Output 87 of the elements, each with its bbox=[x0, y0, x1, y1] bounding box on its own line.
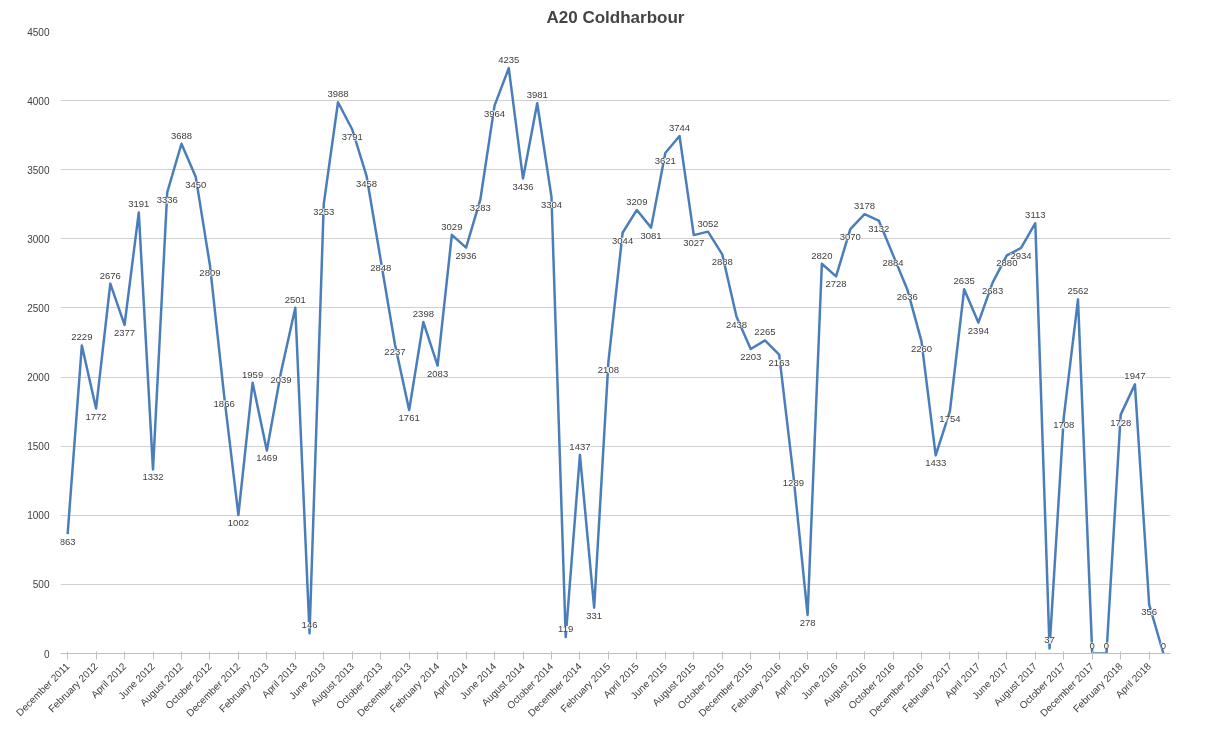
data-label: 2229 bbox=[71, 331, 93, 343]
data-label: 2848 bbox=[370, 261, 392, 273]
data-label: 2438 bbox=[725, 318, 748, 330]
data-label: 2083 bbox=[427, 367, 449, 379]
data-label: 1761 bbox=[398, 412, 420, 424]
data-label: 278 bbox=[799, 617, 816, 629]
data-label: 2265 bbox=[754, 326, 776, 338]
data-label: 3450 bbox=[185, 178, 207, 190]
data-label: 3132 bbox=[868, 222, 890, 234]
y-tick-label: 1000 bbox=[27, 510, 50, 522]
data-label: 2728 bbox=[825, 278, 847, 290]
data-label: 356 bbox=[1141, 606, 1158, 618]
data-label: 1959 bbox=[242, 368, 264, 380]
data-label: 863 bbox=[59, 536, 76, 548]
data-label: 3791 bbox=[341, 131, 363, 143]
data-label: 331 bbox=[586, 609, 603, 621]
data-label: 2501 bbox=[284, 293, 306, 305]
data-label: 2203 bbox=[740, 351, 762, 362]
data-label: 3178 bbox=[853, 200, 876, 212]
data-label: 1947 bbox=[1124, 370, 1146, 382]
chart-title: A20 Coldharbour bbox=[546, 7, 685, 27]
data-label: 3304 bbox=[540, 198, 563, 210]
y-tick-label: 3000 bbox=[27, 233, 50, 245]
data-label: 2108 bbox=[597, 364, 619, 376]
data-label: 3027 bbox=[683, 237, 705, 249]
data-label: 2237 bbox=[384, 346, 406, 358]
y-tick-label: 0 bbox=[43, 648, 50, 660]
data-label: 3191 bbox=[128, 198, 150, 210]
data-label: 3044 bbox=[612, 234, 634, 246]
data-label: 0 bbox=[1160, 639, 1167, 651]
data-label: 1469 bbox=[256, 452, 278, 464]
data-label: 2562 bbox=[1067, 285, 1089, 297]
data-label: 3029 bbox=[441, 220, 463, 232]
data-label: 3113 bbox=[1025, 209, 1046, 221]
data-label: 3283 bbox=[469, 201, 491, 213]
data-label: 1002 bbox=[227, 517, 249, 528]
data-label: 2039 bbox=[270, 373, 292, 385]
y-tick-label: 4500 bbox=[27, 26, 50, 38]
data-label: 2260 bbox=[910, 343, 933, 355]
y-tick-label: 2000 bbox=[27, 372, 50, 384]
data-label: 3621 bbox=[654, 155, 676, 166]
data-label: 1866 bbox=[213, 397, 235, 409]
data-label: 2398 bbox=[412, 308, 434, 320]
data-label: 37 bbox=[1044, 634, 1055, 646]
data-label: 146 bbox=[301, 619, 318, 631]
data-label: 1754 bbox=[939, 413, 961, 425]
data-label: 2163 bbox=[768, 356, 790, 368]
data-label: 1708 bbox=[1053, 419, 1075, 431]
data-label: 3981 bbox=[526, 89, 548, 101]
data-label: 3052 bbox=[697, 217, 719, 229]
data-label: 0 bbox=[1089, 639, 1095, 651]
data-label: 2377 bbox=[113, 326, 136, 338]
data-label: 3253 bbox=[313, 205, 335, 217]
data-label: 1289 bbox=[782, 477, 804, 489]
data-label: 2809 bbox=[199, 267, 221, 279]
y-tick-label: 2500 bbox=[27, 302, 50, 314]
data-label: 3081 bbox=[640, 229, 662, 241]
y-tick-label: 1500 bbox=[27, 441, 50, 453]
data-label: 3209 bbox=[626, 195, 648, 207]
y-tick-label: 500 bbox=[32, 579, 50, 591]
data-label: 1728 bbox=[1110, 416, 1132, 428]
data-label: 2888 bbox=[711, 256, 733, 268]
data-label: 2820 bbox=[811, 249, 833, 261]
data-label: 3070 bbox=[839, 231, 861, 243]
data-label: 2936 bbox=[455, 249, 477, 261]
data-label: 3336 bbox=[156, 194, 178, 206]
data-label: 2636 bbox=[896, 291, 918, 303]
data-label: 3744 bbox=[668, 122, 691, 133]
y-tick-label: 3500 bbox=[27, 164, 50, 176]
data-label: 3688 bbox=[170, 129, 193, 141]
data-label: 2676 bbox=[99, 269, 121, 281]
data-label: 119 bbox=[558, 623, 574, 635]
data-label: 0 bbox=[1103, 639, 1110, 651]
data-label: 1437 bbox=[569, 440, 591, 452]
data-label: 3988 bbox=[327, 88, 349, 100]
data-label: 3458 bbox=[355, 177, 378, 189]
data-label: 2394 bbox=[967, 324, 989, 336]
data-label: 3436 bbox=[512, 180, 534, 192]
data-label: 2635 bbox=[953, 275, 975, 287]
y-tick-label: 4000 bbox=[27, 95, 50, 107]
data-label: 1332 bbox=[142, 471, 164, 483]
data-label: 2884 bbox=[882, 256, 904, 268]
data-label: 1772 bbox=[85, 410, 107, 422]
data-label: 4235 bbox=[498, 54, 520, 66]
data-label: 2683 bbox=[982, 284, 1004, 296]
data-label: 3964 bbox=[483, 107, 506, 119]
data-label: 1433 bbox=[925, 457, 947, 469]
